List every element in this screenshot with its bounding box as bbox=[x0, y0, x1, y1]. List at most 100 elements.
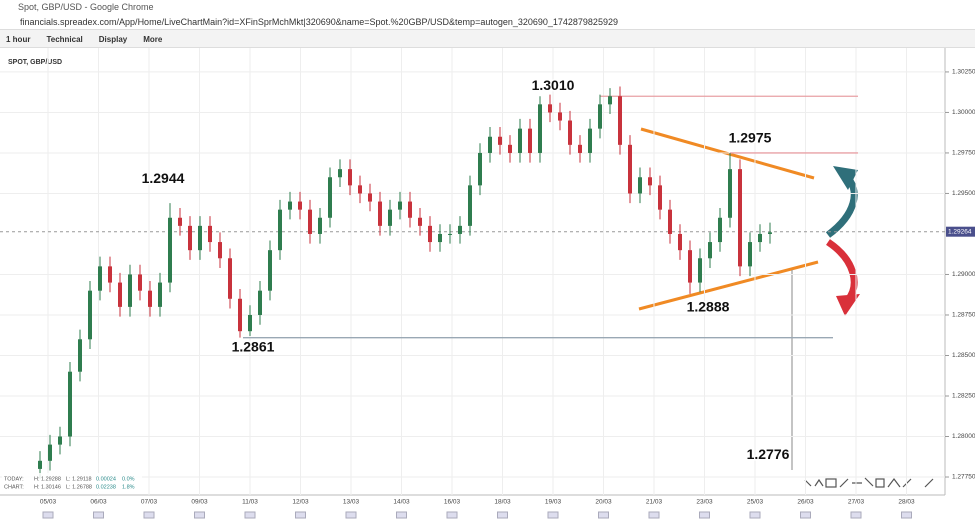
candle-body bbox=[628, 144, 632, 194]
candle-body bbox=[108, 266, 112, 283]
chart-bg bbox=[0, 48, 975, 523]
candle-body bbox=[348, 169, 352, 186]
candle-body bbox=[588, 128, 592, 153]
candle-body bbox=[98, 266, 102, 291]
candle-body bbox=[508, 144, 512, 153]
flag-icon bbox=[295, 511, 306, 519]
flag-icon bbox=[93, 511, 104, 519]
price-annotation: 1.3010 bbox=[532, 77, 575, 93]
candle-body bbox=[738, 169, 742, 267]
candle-body bbox=[768, 232, 772, 234]
candle-body bbox=[648, 177, 652, 186]
candle-body bbox=[538, 104, 542, 153]
candle-body bbox=[68, 371, 72, 437]
candle-body bbox=[468, 185, 472, 226]
x-tick-label: 11/03 bbox=[242, 499, 258, 506]
toolbar-menu[interactable]: Technical bbox=[46, 35, 83, 44]
candle-body bbox=[478, 152, 482, 186]
x-tick-label: 18/03 bbox=[494, 499, 511, 506]
x-tick-label: 05/03 bbox=[40, 499, 57, 506]
candle-body bbox=[598, 104, 602, 129]
x-tick-label: 25/03 bbox=[747, 499, 764, 506]
trendline bbox=[640, 127, 815, 180]
candle-body bbox=[748, 242, 752, 267]
x-tick-label: 12/03 bbox=[292, 499, 309, 506]
arrow-head bbox=[836, 294, 860, 316]
flag-icon bbox=[699, 511, 710, 519]
toolbar-menu[interactable]: More bbox=[143, 35, 163, 44]
candle-body bbox=[428, 225, 432, 243]
info-text: CHART: bbox=[4, 484, 24, 490]
candle-body bbox=[168, 217, 172, 283]
candle-body bbox=[668, 209, 672, 234]
candle-body bbox=[368, 193, 372, 202]
flag-icon bbox=[598, 511, 609, 519]
x-tick-label: 19/03 bbox=[545, 499, 562, 506]
y-tick-label: 1.30000 bbox=[952, 109, 975, 116]
price-annotation: 1.2975 bbox=[729, 130, 772, 146]
flag-icon bbox=[648, 511, 660, 519]
price-tag bbox=[946, 226, 975, 237]
candle-body bbox=[138, 274, 142, 291]
candle-body bbox=[188, 225, 192, 251]
candle-body bbox=[448, 233, 452, 235]
y-tick-label: 1.30250 bbox=[952, 69, 975, 76]
candle-body bbox=[488, 136, 492, 153]
candle-body bbox=[218, 242, 222, 259]
flag-icon bbox=[42, 511, 54, 519]
flag-icon bbox=[345, 511, 357, 519]
flag-icon bbox=[194, 511, 205, 519]
candle-body bbox=[458, 225, 462, 234]
x-tick-label: 26/03 bbox=[797, 499, 814, 506]
info-text: L: 1.29118 bbox=[66, 476, 92, 482]
x-tick-label: 28/03 bbox=[898, 499, 915, 506]
x-tick-label: 06/03 bbox=[90, 499, 107, 506]
candle-body bbox=[158, 282, 162, 307]
chart-title: SPOT, GBP/USD bbox=[8, 59, 62, 66]
toolbar: 1 hour Technical Display More bbox=[0, 30, 975, 48]
price-annotation: 1.2888 bbox=[687, 299, 730, 315]
flag-icon bbox=[396, 511, 407, 519]
x-tick-label: 07/03 bbox=[141, 499, 158, 506]
x-tick-label: 13/03 bbox=[343, 499, 360, 506]
price-annotation: 1.2944 bbox=[142, 170, 185, 186]
toolbar-menu[interactable]: Display bbox=[98, 35, 128, 44]
candle-body bbox=[398, 201, 402, 210]
candle-body bbox=[88, 290, 92, 340]
candle-body bbox=[408, 201, 412, 218]
candle-body bbox=[558, 112, 562, 121]
candle-body bbox=[278, 209, 282, 251]
flag-icon bbox=[497, 511, 508, 519]
candle-body bbox=[618, 96, 622, 145]
candle-body bbox=[388, 209, 392, 226]
candle-body bbox=[38, 460, 42, 469]
flag-icon bbox=[749, 511, 761, 519]
candle-body bbox=[418, 217, 422, 226]
info-box: TODAY: H: 1.29288 L: 1.29118 0.00024 0.0% CHA… bbox=[2, 473, 142, 493]
info-text: 1.8% bbox=[122, 484, 135, 490]
candle-body bbox=[338, 169, 342, 178]
candle-body bbox=[758, 233, 762, 243]
flag-icon bbox=[143, 511, 155, 519]
toolbar-menu[interactable]: 1 hour bbox=[6, 35, 31, 44]
y-tick-label: 1.28250 bbox=[952, 393, 975, 400]
candle-body bbox=[528, 128, 532, 153]
candle-body bbox=[48, 444, 52, 461]
y-tick-label: 1.28500 bbox=[952, 352, 975, 359]
candle-body bbox=[698, 258, 702, 283]
info-text: H: 1.29288 bbox=[34, 476, 61, 482]
x-tick-label: 27/03 bbox=[848, 499, 865, 506]
candle-body bbox=[548, 104, 552, 113]
url-bar[interactable]: financials.spreadex.com/App/Home/LiveCha… bbox=[0, 14, 975, 30]
flag-icon bbox=[547, 511, 559, 519]
x-tick-label: 21/03 bbox=[646, 499, 663, 506]
candle-body bbox=[438, 233, 442, 243]
candle-body bbox=[268, 250, 272, 291]
flag-icon bbox=[244, 511, 256, 519]
flag-icon bbox=[850, 511, 862, 519]
y-tick-label: 1.29000 bbox=[952, 271, 975, 278]
candle-body bbox=[658, 185, 662, 210]
candle-body bbox=[128, 274, 132, 307]
x-tick-label: 20/03 bbox=[595, 499, 612, 506]
